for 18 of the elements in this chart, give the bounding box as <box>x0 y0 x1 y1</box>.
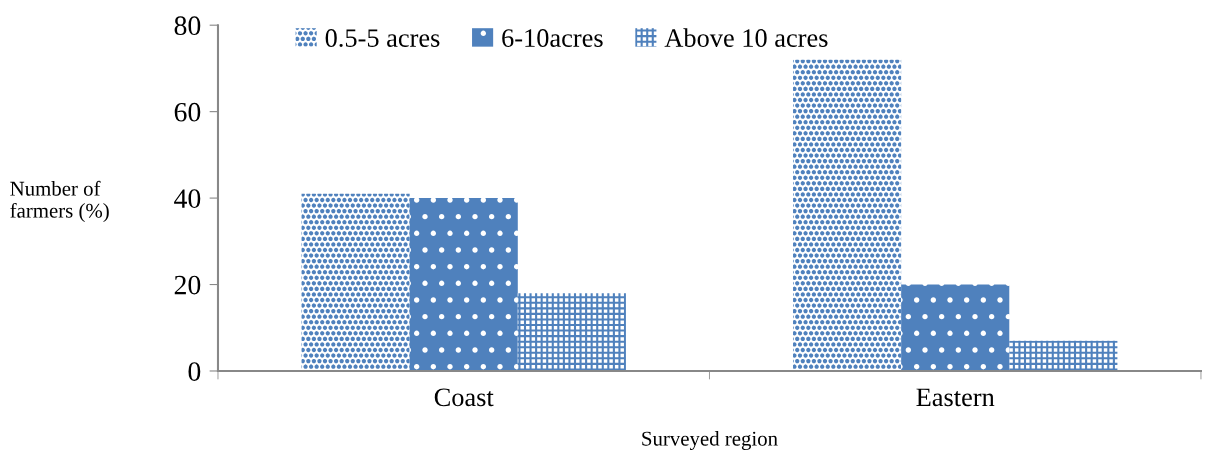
y-tick-label: 20 <box>174 275 201 295</box>
legend-label: Above 10 acres <box>664 28 828 47</box>
x-tick-label: Coast <box>434 388 494 407</box>
bar <box>301 193 410 371</box>
x-axis-title: Surveyed region <box>642 431 778 450</box>
y-tick-label: 60 <box>174 102 201 122</box>
legend-label: 6-10acres <box>502 29 603 47</box>
bar <box>901 284 1010 371</box>
bar <box>1009 340 1118 371</box>
bar <box>793 59 902 371</box>
legend-label: 0.5-5 acres <box>325 29 440 48</box>
bar <box>409 198 518 371</box>
y-tick-label: 40 <box>174 189 201 208</box>
x-tick-label: Eastern <box>916 388 995 407</box>
y-tick-label: 0 <box>188 362 201 381</box>
y-tick-label: 80 <box>174 16 201 36</box>
y-axis-title: Number of farmers (%) <box>10 180 109 222</box>
bar <box>517 293 626 371</box>
